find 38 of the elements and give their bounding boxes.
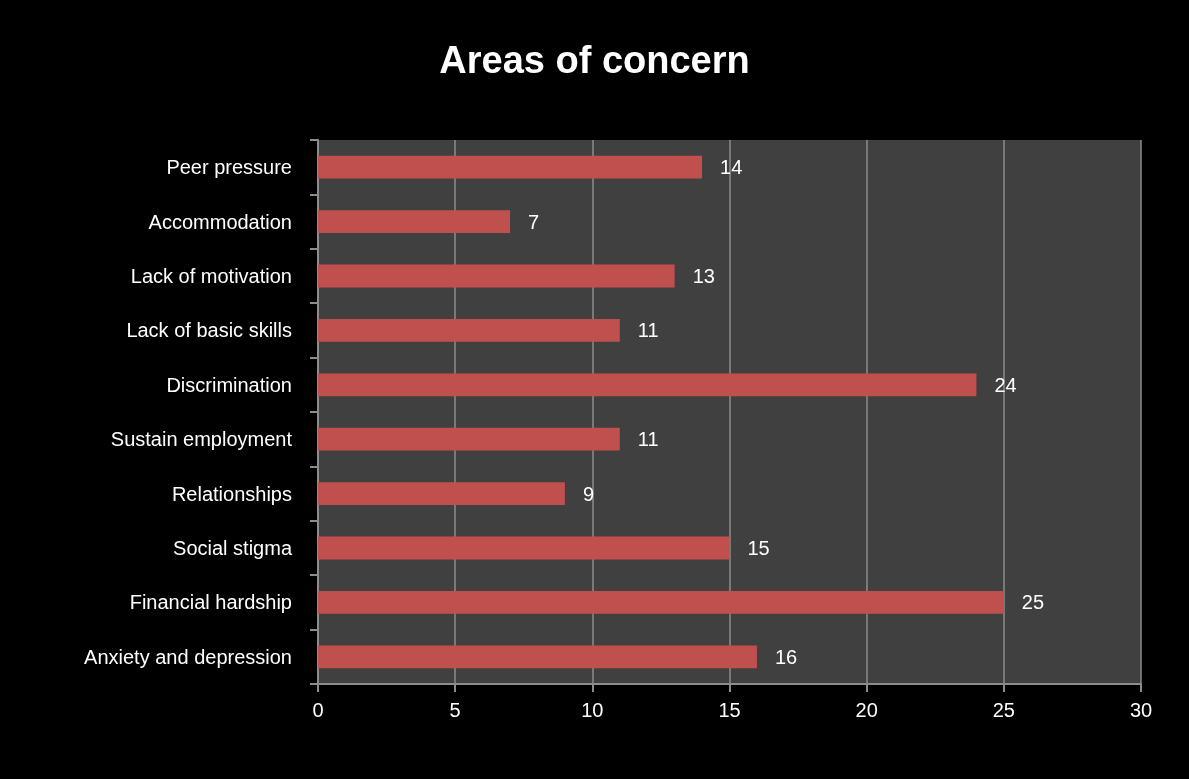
y-tick-label: Social stigma: [173, 537, 293, 559]
bar: [318, 318, 620, 342]
x-tick-label: 5: [449, 699, 461, 721]
bar: [318, 645, 757, 669]
bar: [318, 536, 730, 560]
x-tick-label: 0: [312, 699, 324, 721]
x-tick-label: 30: [1129, 699, 1153, 721]
data-label: 13: [692, 265, 715, 287]
bar: [318, 482, 565, 506]
y-tick-label: Discrimination: [166, 373, 292, 396]
x-tick-label: 25: [992, 699, 1015, 721]
data-label: 14: [720, 156, 743, 179]
bar: [318, 427, 620, 451]
x-tick-label: 10: [581, 699, 604, 721]
bar: [318, 590, 1004, 614]
data-label: 7: [528, 210, 540, 233]
data-label: 16: [774, 645, 798, 668]
data-label: 11: [637, 319, 659, 342]
data-label: 9: [582, 482, 595, 505]
bar: [318, 373, 977, 397]
data-label: 25: [1021, 591, 1045, 614]
data-label: 24: [994, 373, 1017, 396]
data-label: 15: [747, 537, 770, 559]
y-tick-label: Financial hardship: [129, 591, 292, 614]
y-tick-label: Peer pressure: [166, 156, 292, 179]
y-tick-label: Sustain employment: [110, 428, 293, 451]
y-tick-label: Anxiety and depression: [84, 645, 292, 668]
x-tick-label: 15: [718, 699, 741, 721]
chart-title: Areas of concern: [439, 39, 750, 81]
x-tick-label: 20: [855, 699, 878, 721]
bar: [318, 264, 675, 288]
bar: [318, 155, 703, 179]
bar: [318, 210, 511, 234]
y-tick-label: Lack of motivation: [130, 265, 292, 287]
data-label: 11: [637, 428, 659, 451]
y-tick-label: Relationships: [171, 482, 292, 505]
y-tick-label: Accommodation: [148, 210, 292, 233]
y-tick-label: Lack of basic skills: [126, 319, 292, 342]
